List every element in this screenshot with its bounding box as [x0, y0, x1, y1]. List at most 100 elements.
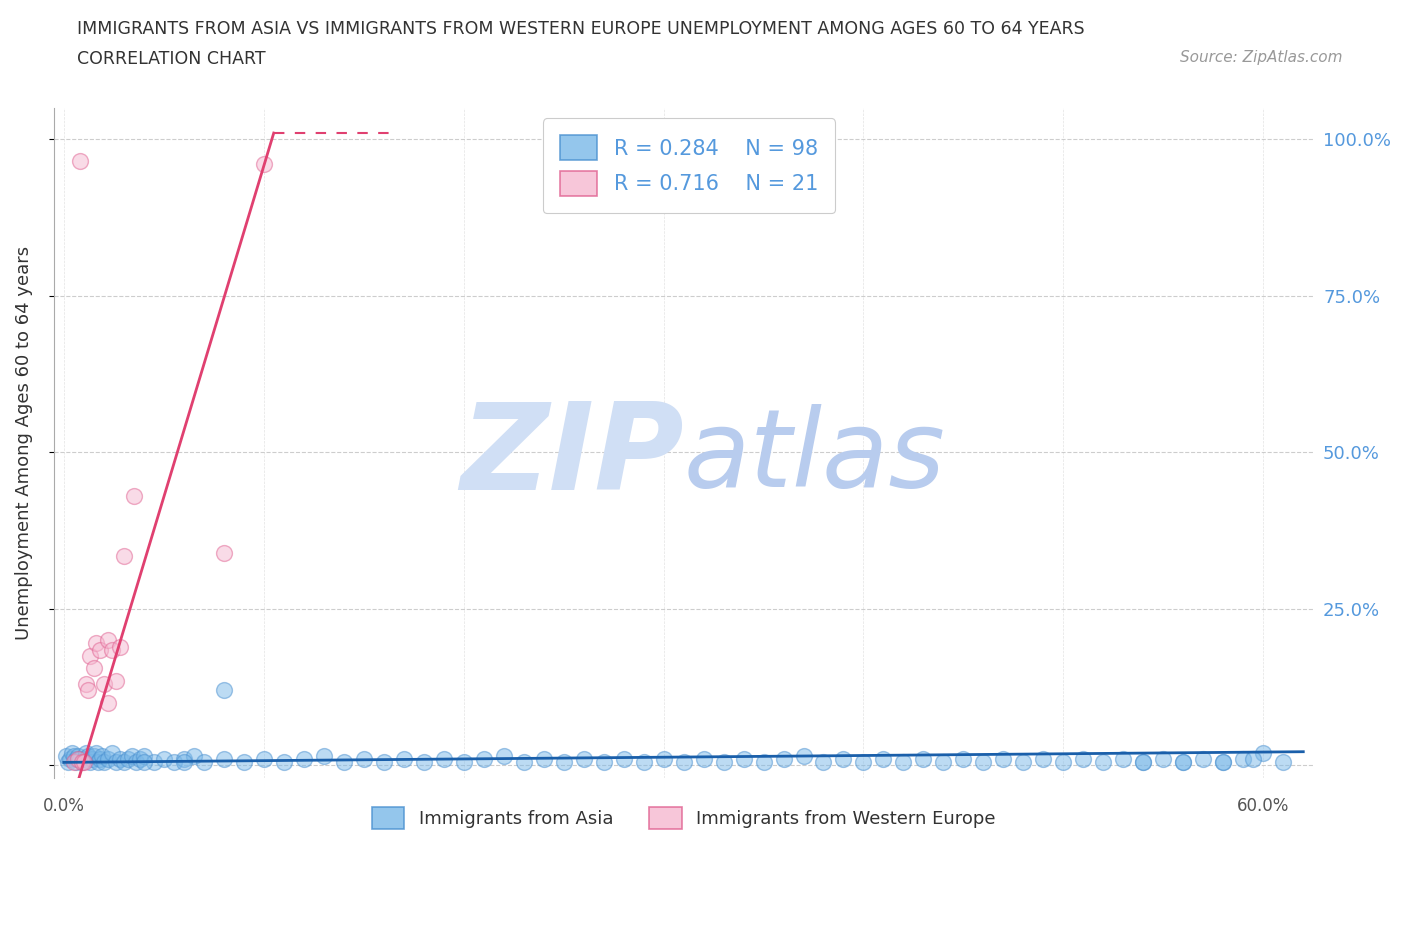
Point [108, 639, 131, 654]
Point [101, 746, 124, 761]
Text: Source: ZipAtlas.com: Source: ZipAtlas.com [1180, 50, 1343, 65]
Point [212, 751, 235, 766]
Point [253, 751, 276, 766]
Point [63, 749, 86, 764]
Point [93, 755, 115, 770]
Point [142, 755, 165, 770]
Point [63, 755, 86, 770]
Point [1012, 755, 1035, 770]
Point [492, 749, 515, 764]
Point [83, 661, 105, 676]
Point [60, 746, 83, 761]
Point [772, 751, 794, 766]
Point [75, 746, 97, 761]
Point [83, 749, 105, 764]
Point [1173, 755, 1195, 770]
Point [572, 751, 595, 766]
Legend: Immigrants from Asia, Immigrants from Western Europe: Immigrants from Asia, Immigrants from We… [364, 800, 1002, 836]
Point [212, 545, 235, 560]
Point [952, 751, 974, 766]
Point [292, 751, 315, 766]
Text: 60.0%: 60.0% [1237, 797, 1289, 815]
Point [1073, 751, 1095, 766]
Point [112, 549, 135, 564]
Point [183, 749, 205, 764]
Point [89, 751, 111, 766]
Point [533, 751, 555, 766]
Point [713, 755, 735, 770]
Point [692, 751, 714, 766]
Point [66, 751, 89, 766]
Point [163, 755, 186, 770]
Point [70, 755, 93, 770]
Point [76, 683, 98, 698]
Point [592, 755, 614, 770]
Point [75, 677, 97, 692]
Point [121, 749, 143, 764]
Point [253, 157, 276, 172]
Point [69, 751, 91, 766]
Point [373, 755, 395, 770]
Point [122, 489, 145, 504]
Point [132, 755, 155, 770]
Point [117, 751, 139, 766]
Point [1272, 755, 1295, 770]
Point [79, 648, 101, 663]
Point [55, 749, 77, 764]
Point [472, 751, 495, 766]
Point [332, 755, 354, 770]
Point [872, 751, 894, 766]
Point [97, 632, 120, 647]
Point [412, 755, 434, 770]
Point [56, 755, 79, 770]
Point [1253, 746, 1275, 761]
Point [108, 751, 131, 766]
Point [232, 755, 254, 770]
Point [852, 755, 875, 770]
Point [613, 751, 636, 766]
Point [80, 751, 103, 766]
Point [792, 749, 814, 764]
Point [93, 677, 115, 692]
Point [101, 643, 124, 658]
Point [73, 751, 96, 766]
Point [84, 746, 107, 761]
Point [1212, 755, 1234, 770]
Point [553, 755, 575, 770]
Point [73, 755, 96, 770]
Point [59, 751, 82, 766]
Y-axis label: Unemployment Among Ages 60 to 64 years: Unemployment Among Ages 60 to 64 years [15, 246, 32, 640]
Point [1132, 755, 1154, 770]
Point [97, 696, 120, 711]
Point [433, 751, 456, 766]
Text: IMMIGRANTS FROM ASIA VS IMMIGRANTS FROM WESTERN EUROPE UNEMPLOYMENT AMONG AGES 6: IMMIGRANTS FROM ASIA VS IMMIGRANTS FROM … [77, 20, 1085, 38]
Point [76, 749, 98, 764]
Point [152, 751, 174, 766]
Point [125, 755, 148, 770]
Text: atlas: atlas [683, 404, 945, 509]
Point [453, 755, 475, 770]
Point [912, 751, 935, 766]
Point [87, 755, 110, 770]
Point [66, 749, 89, 764]
Point [273, 755, 295, 770]
Point [104, 673, 127, 688]
Point [1192, 751, 1215, 766]
Point [89, 643, 111, 658]
Point [90, 749, 112, 764]
Point [353, 751, 375, 766]
Point [993, 751, 1015, 766]
Point [733, 751, 755, 766]
Point [893, 755, 915, 770]
Point [1112, 751, 1135, 766]
Text: 0.0%: 0.0% [44, 797, 84, 815]
Point [70, 755, 93, 770]
Point [1241, 751, 1264, 766]
Point [173, 755, 195, 770]
Point [69, 153, 91, 168]
Point [1152, 751, 1174, 766]
Text: ZIP: ZIP [460, 398, 683, 515]
Point [752, 755, 775, 770]
Point [112, 755, 135, 770]
Point [173, 751, 195, 766]
